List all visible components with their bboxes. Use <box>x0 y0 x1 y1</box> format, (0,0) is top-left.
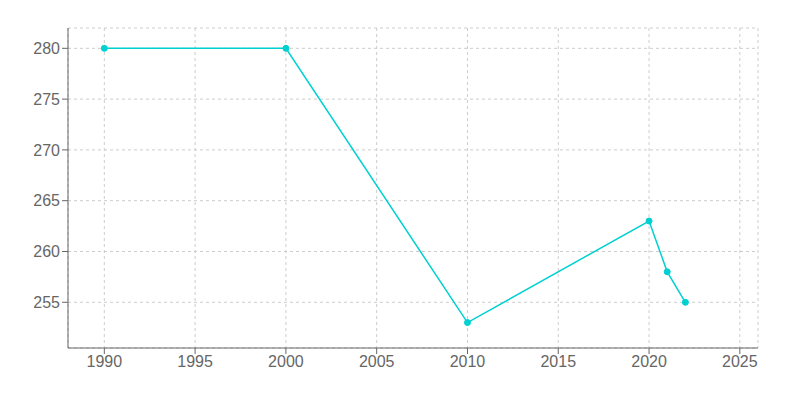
svg-text:275: 275 <box>33 91 60 108</box>
svg-text:2025: 2025 <box>722 353 758 370</box>
svg-text:2015: 2015 <box>540 353 576 370</box>
svg-text:2010: 2010 <box>450 353 486 370</box>
svg-text:280: 280 <box>33 40 60 57</box>
svg-text:1995: 1995 <box>177 353 213 370</box>
svg-text:255: 255 <box>33 294 60 311</box>
svg-text:1990: 1990 <box>87 353 123 370</box>
svg-text:270: 270 <box>33 142 60 159</box>
svg-text:2000: 2000 <box>268 353 304 370</box>
svg-text:260: 260 <box>33 243 60 260</box>
svg-text:265: 265 <box>33 192 60 209</box>
svg-text:2005: 2005 <box>359 353 395 370</box>
svg-text:2020: 2020 <box>631 353 667 370</box>
